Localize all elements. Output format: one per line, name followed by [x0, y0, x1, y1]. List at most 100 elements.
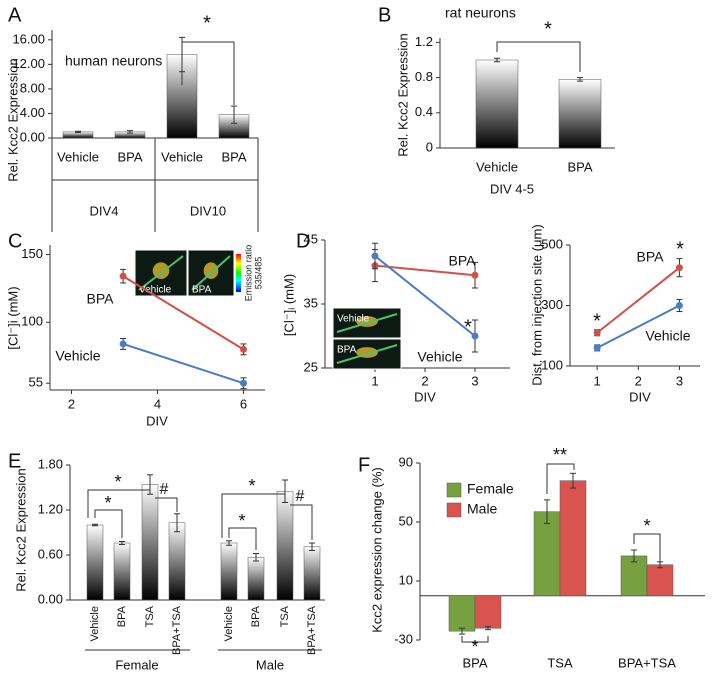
series-label: BPA — [637, 249, 665, 265]
line — [122, 342, 244, 385]
x-tick-label: BPA — [117, 149, 142, 164]
y-axis-label: Rel. Kcc2 Expression — [5, 58, 20, 182]
y-tick-label: 0.8 — [415, 69, 433, 84]
y-tick-label: 500 — [541, 236, 563, 251]
x-tick-label: TSA — [279, 605, 291, 627]
y-tick-label: 0.00 — [20, 129, 45, 144]
annotation: # — [296, 488, 305, 505]
bar — [646, 564, 674, 597]
point — [675, 264, 683, 272]
y-tick-label: 300 — [541, 297, 563, 312]
inset-label: Emission ratio — [243, 245, 253, 302]
significance-bracket — [87, 478, 151, 518]
x-tick-label: 2 — [68, 396, 75, 411]
line — [596, 304, 680, 349]
bar — [474, 595, 502, 629]
bar — [559, 480, 587, 597]
significance-bracket — [155, 497, 178, 512]
y-tick-label: 100 — [541, 357, 563, 372]
panel-letter: E — [8, 450, 21, 472]
point — [371, 252, 379, 260]
x-tick-label: 1 — [371, 373, 378, 388]
y-axis-label: Dist. from injection site (μm) — [529, 224, 544, 385]
point — [119, 340, 127, 348]
x-axis-label: DIV — [146, 413, 168, 428]
series-label: BPA — [87, 291, 115, 307]
point — [119, 272, 127, 280]
y-tick-label: 4.00 — [20, 105, 45, 120]
x-tick-label: Vehicle — [57, 149, 99, 164]
y-tick-label: 1.20 — [38, 501, 63, 516]
y-tick-label: 35 — [304, 295, 318, 310]
series-label: Vehicle — [55, 348, 100, 364]
color-bar — [236, 254, 241, 292]
legend-swatch — [446, 502, 462, 518]
legend-swatch — [446, 482, 462, 498]
panel-letter: A — [8, 4, 22, 26]
x-tick-label: BPA+TSA — [171, 605, 183, 655]
annotation: rat neurons — [445, 5, 516, 21]
y-tick-label: 1.80 — [38, 456, 63, 471]
significance-bracket — [633, 533, 661, 562]
x-tick-label: Vehicle — [161, 149, 203, 164]
significance-bracket — [496, 41, 581, 72]
y-tick-label: 8.00 — [20, 80, 45, 95]
x-tick-label: BPA — [221, 149, 246, 164]
bar — [533, 511, 561, 596]
bar — [303, 546, 321, 601]
bar — [448, 595, 476, 632]
x-tick-label: 3 — [471, 373, 478, 388]
point — [471, 271, 479, 279]
group-label: Male — [256, 657, 284, 672]
significance-bracket — [221, 482, 286, 538]
x-tick-label: BPA+TSA — [618, 655, 676, 670]
y-tick-label: 0 — [426, 139, 433, 154]
x-tick-label: BPA+TSA — [306, 605, 318, 655]
group-label: DIV10 — [190, 203, 226, 218]
significance-bracket — [546, 463, 575, 494]
point — [240, 379, 247, 387]
series-label: BPA — [449, 253, 477, 269]
y-tick-label: 55 — [29, 375, 43, 390]
y-axis-label: [Cl⁻]ᵢ (mM) — [281, 274, 296, 336]
y-tick-label: 0.60 — [38, 546, 63, 561]
line — [596, 266, 681, 334]
annotation: * — [676, 238, 684, 260]
line — [374, 255, 476, 337]
significance-bracket — [181, 41, 235, 105]
inset-neurite — [191, 255, 231, 291]
bar — [558, 79, 602, 149]
y-tick-label: 16.00 — [12, 31, 45, 46]
inset-label: Vehicle — [337, 314, 370, 325]
x-tick-label: 3 — [676, 373, 683, 388]
bar — [141, 484, 159, 601]
y-tick-label: 100 — [21, 314, 43, 329]
inset-neurite — [336, 344, 398, 364]
point — [471, 332, 479, 340]
x-axis-label: DIV 4-5 — [490, 181, 534, 196]
line — [374, 264, 476, 277]
x-tick-label: TSA — [547, 655, 573, 670]
panel-letter: D — [296, 230, 310, 252]
y-tick-label: 0.4 — [415, 104, 433, 119]
y-axis-label: [Cl⁻]i (mM) — [5, 286, 20, 349]
bar — [247, 557, 265, 601]
point — [593, 344, 601, 352]
inset-label: BPA — [337, 345, 357, 356]
legend-label: Male — [467, 501, 498, 517]
x-tick-label: Vehicle — [89, 606, 101, 641]
legend-label: Female — [467, 481, 514, 497]
panel-letter: F — [358, 454, 370, 476]
inset-label: Vehicle — [139, 285, 172, 296]
series-label: Vehicle — [645, 328, 690, 344]
group-label: DIV4 — [90, 203, 119, 218]
annotation: human neurons — [65, 53, 162, 69]
inset-cell — [203, 262, 219, 279]
y-axis-label: Rel. Kcc2 Expression — [13, 468, 28, 592]
panel-letter: C — [8, 230, 22, 252]
y-tick-label: -30 — [394, 631, 413, 646]
x-tick-label: 1 — [594, 373, 601, 388]
series-label: Vehicle — [417, 349, 462, 365]
